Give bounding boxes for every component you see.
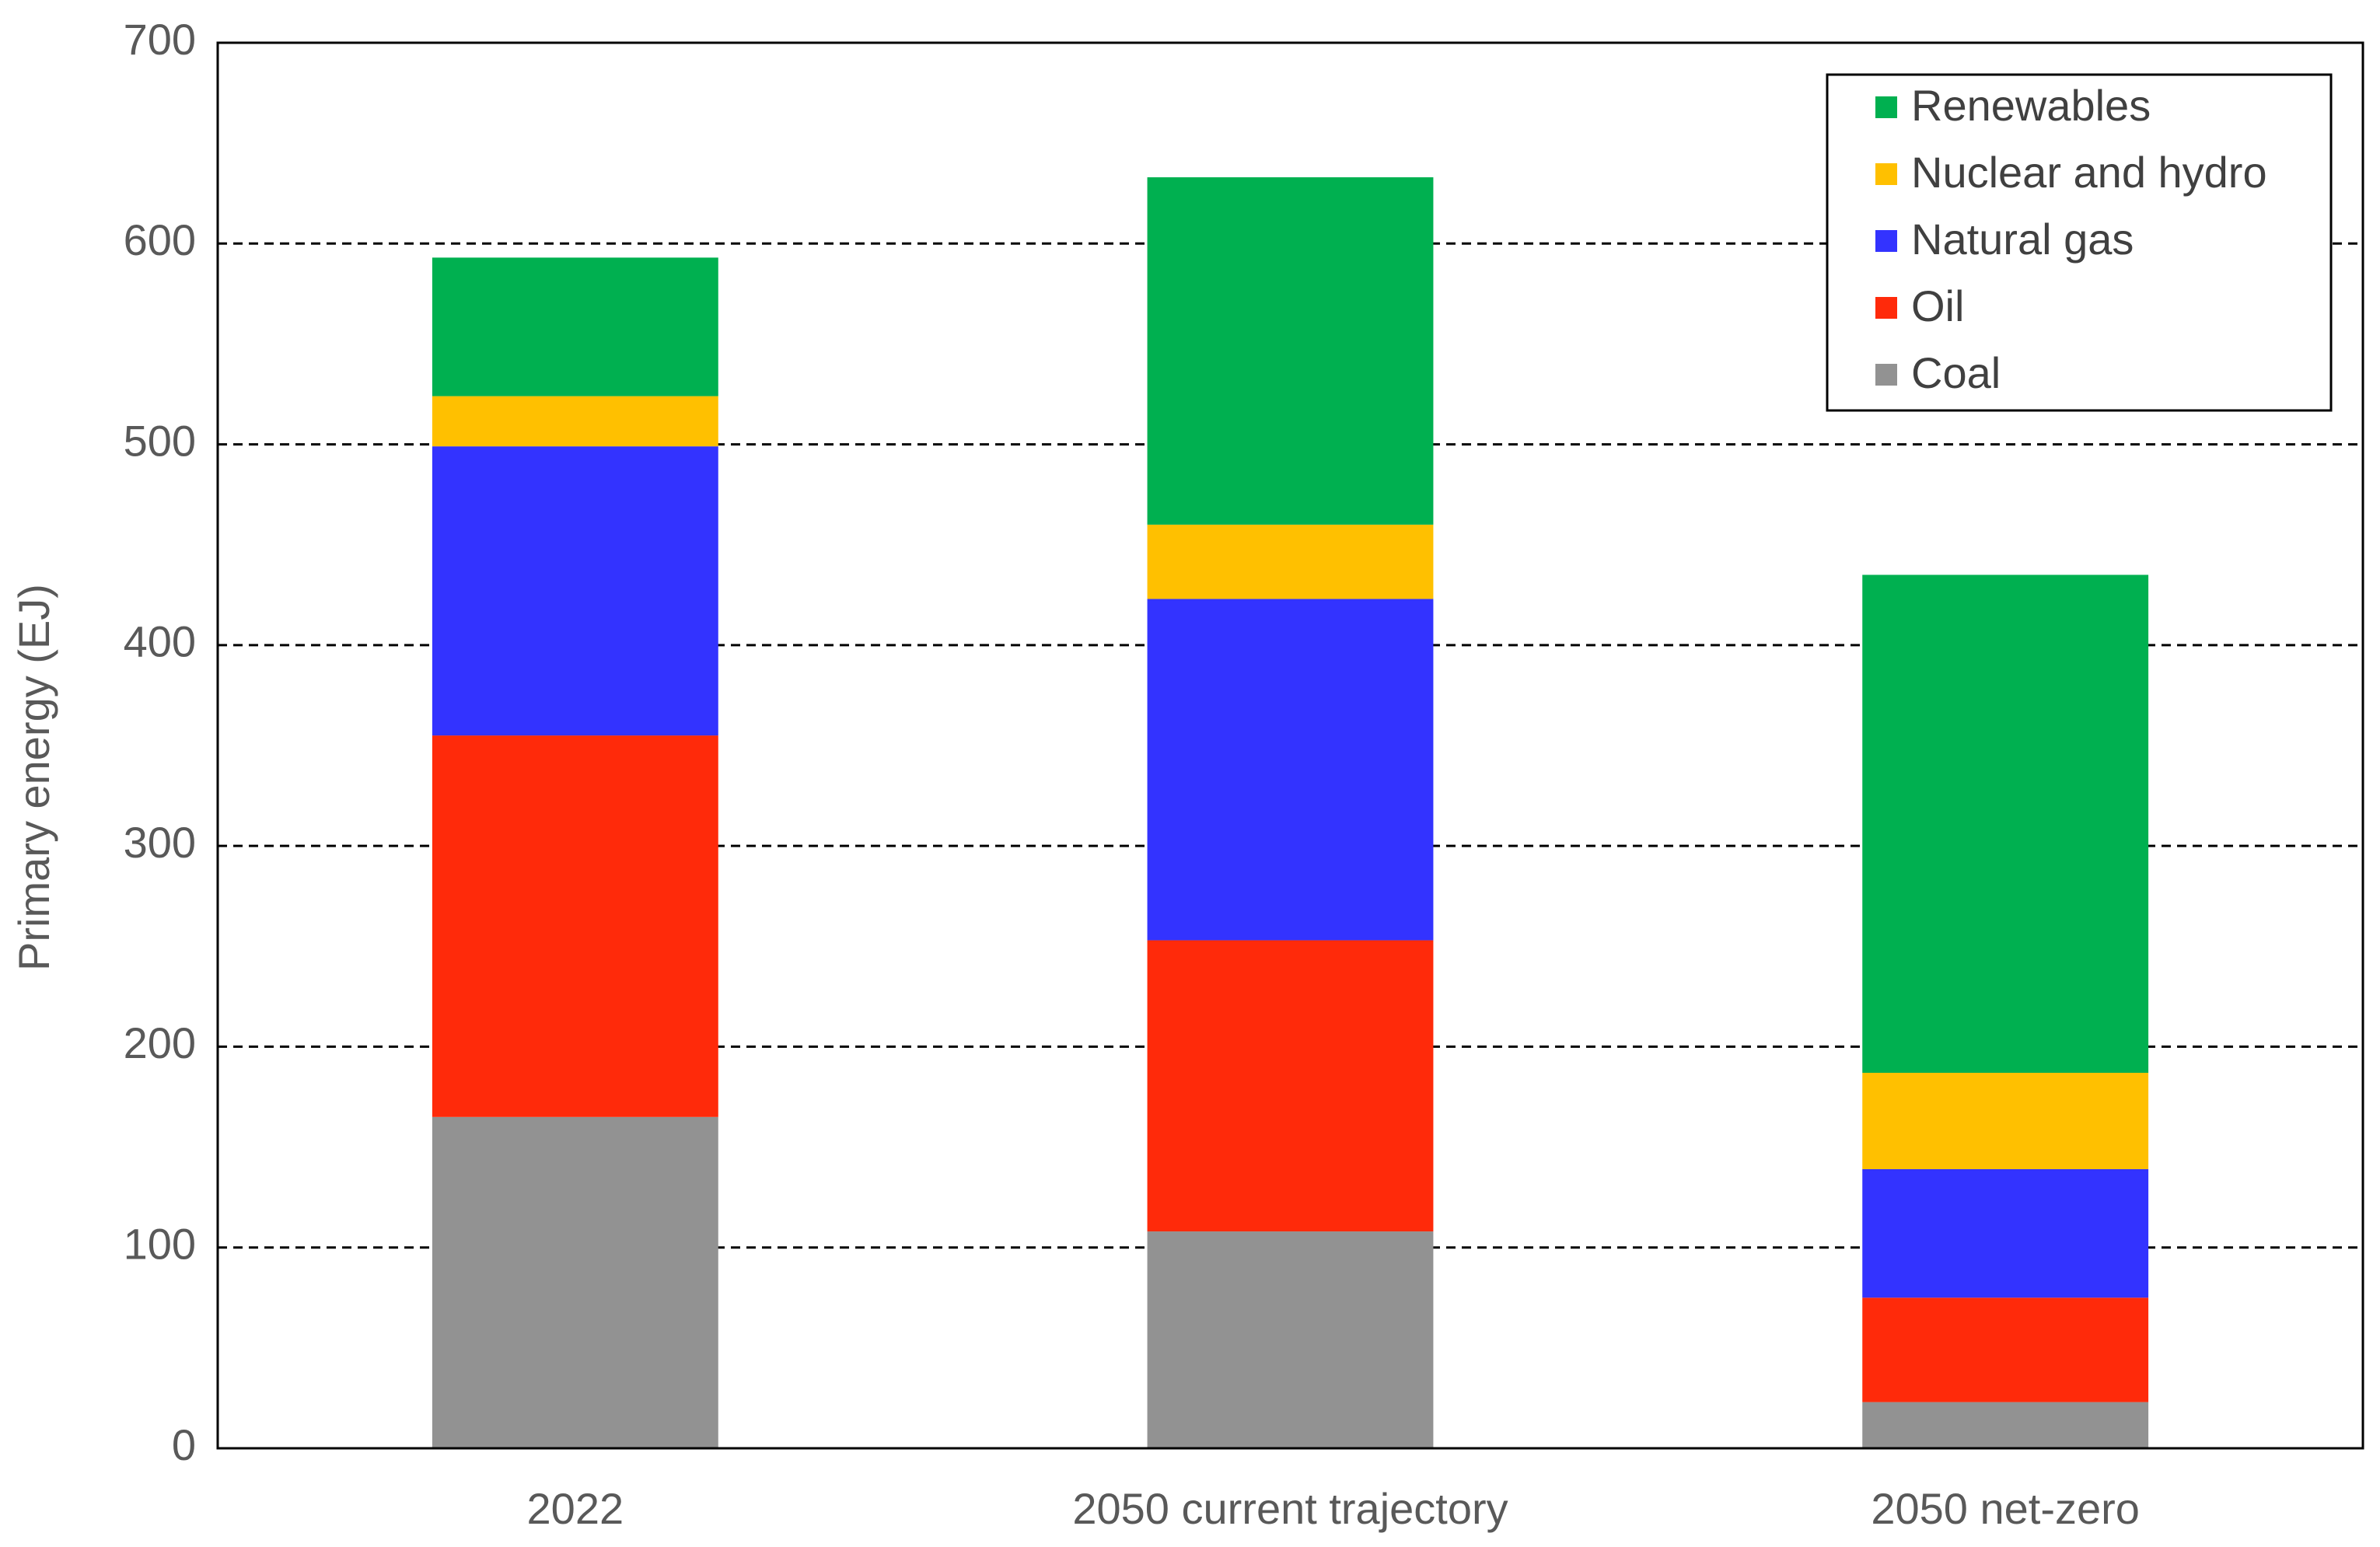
bar-segment <box>1147 524 1434 599</box>
legend-swatch <box>1875 96 1897 118</box>
y-tick-label: 500 <box>124 416 196 465</box>
bar-segment <box>1147 940 1434 1232</box>
bar-segment <box>1147 599 1434 941</box>
x-tick-label: 2050 net-zero <box>1871 1484 2140 1533</box>
legend-label: Coal <box>1911 348 2001 397</box>
y-tick-label: 400 <box>124 617 196 666</box>
bar-segment <box>1147 177 1434 525</box>
bar-segment <box>1147 1231 1434 1448</box>
legend-label: Natural gas <box>1911 215 2134 264</box>
legend-swatch <box>1875 364 1897 386</box>
x-tick-label: 2050 current trajectory <box>1072 1484 1508 1533</box>
y-tick-label: 600 <box>124 215 196 264</box>
y-tick-label: 0 <box>172 1420 196 1469</box>
y-axis-label: Primary energy (EJ) <box>9 584 58 971</box>
legend-swatch <box>1875 297 1897 319</box>
bar-segment <box>1862 574 2149 1074</box>
bar-segment <box>1862 1168 2149 1298</box>
y-tick-label: 700 <box>124 15 196 64</box>
bar-segment <box>432 735 718 1117</box>
bar-segment <box>432 257 718 396</box>
bar-segment <box>1862 1073 2149 1169</box>
bar-segment <box>1862 1402 2149 1448</box>
legend-swatch <box>1875 230 1897 252</box>
legend-label: Nuclear and hydro <box>1911 148 2267 197</box>
y-tick-label: 300 <box>124 818 196 867</box>
legend-box <box>1826 73 2333 412</box>
legend-label: Oil <box>1911 281 1964 330</box>
legend: Renewables Nuclear and hydro Natural gas Oi… <box>1826 73 2333 412</box>
bar-segment <box>432 396 718 447</box>
x-tick-label: 2022 <box>527 1484 624 1533</box>
bar-segment <box>432 446 718 736</box>
y-tick-label: 200 <box>124 1018 196 1067</box>
y-tick-label: 100 <box>124 1220 196 1269</box>
plot-frame <box>216 41 2364 1450</box>
legend-swatch <box>1875 163 1897 185</box>
bar-segment <box>432 1116 718 1448</box>
bar-segment <box>1862 1297 2149 1402</box>
legend-label: Renewables <box>1911 81 2151 130</box>
